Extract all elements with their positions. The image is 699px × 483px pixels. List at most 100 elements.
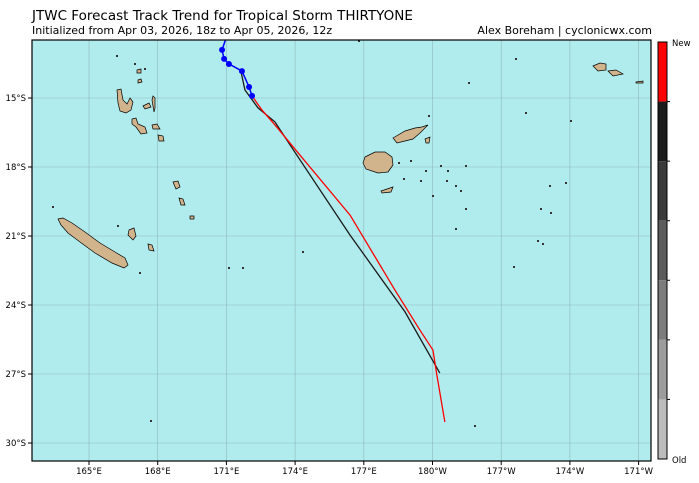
lon-tick-label: 180°W (418, 467, 447, 477)
small-island (537, 240, 539, 242)
island (131, 117, 148, 135)
island (151, 123, 161, 130)
small-island (542, 243, 544, 245)
island (392, 124, 429, 144)
small-island (550, 212, 552, 214)
colorbar-segment (658, 220, 667, 281)
island (136, 68, 142, 74)
small-island (515, 58, 517, 60)
lon-tick-label: 171°E (213, 467, 239, 477)
map-frame (31, 39, 652, 462)
colorbar-segment (658, 161, 667, 221)
axis-ticks: 165°E 168°E 171°E 174°E 177°E 180°W 177°W 174°W… (6, 94, 654, 477)
small-island (425, 170, 427, 172)
island (635, 80, 644, 84)
island (424, 136, 431, 144)
lat-tick-label: 21°S (6, 232, 26, 242)
observed-position (238, 68, 245, 75)
island (178, 197, 186, 206)
observed-position (221, 55, 228, 62)
lon-tick-label: 174°W (555, 467, 584, 477)
lon-tick-label: 174°E (282, 467, 308, 477)
small-island (446, 180, 448, 182)
island (380, 186, 394, 194)
lon-tick-label: 168°E (145, 467, 171, 477)
island (151, 95, 156, 113)
small-island (465, 165, 467, 167)
island (157, 134, 165, 142)
lat-tick-label: 27°S (6, 370, 26, 380)
island (607, 69, 624, 77)
island (57, 217, 129, 269)
lat-tick-label: 24°S (6, 301, 26, 311)
small-island (513, 266, 515, 268)
island (172, 180, 181, 190)
credit: Alex Boreham | cyclonicwx.com (477, 24, 652, 37)
lat-tick-label: 15°S (6, 94, 26, 104)
observed-position (249, 92, 256, 99)
small-island (428, 115, 430, 117)
island (189, 215, 195, 220)
small-island (150, 420, 152, 422)
small-island (117, 225, 119, 227)
small-island (134, 63, 136, 65)
small-island (116, 55, 118, 57)
small-island (52, 206, 54, 208)
lat-tick-label: 30°S (6, 439, 26, 449)
small-island (460, 190, 462, 192)
colorbar-segment (658, 42, 667, 102)
tracks (219, 40, 446, 423)
latest-forecast-track (251, 95, 446, 423)
small-island (403, 178, 405, 180)
chart-title: JTWC Forecast Track Trend for Tropical S… (32, 8, 413, 24)
small-island (549, 185, 551, 187)
small-island (242, 267, 244, 269)
small-island (540, 208, 542, 210)
colorbar (657, 41, 670, 460)
gridlines (32, 40, 651, 461)
small-island (570, 120, 572, 122)
island (137, 78, 143, 84)
chart-subtitle: Initialized from Apr 03, 2026, 18z to Ap… (32, 24, 333, 37)
small-island (228, 267, 230, 269)
observed-position (225, 60, 232, 67)
small-island (432, 195, 434, 197)
small-island (525, 112, 527, 114)
small-island (440, 165, 442, 167)
observed-position (219, 46, 226, 53)
small-island (465, 208, 467, 210)
small-island (468, 82, 470, 84)
small-island (302, 251, 304, 253)
small-island (144, 68, 146, 70)
small-island (139, 272, 141, 274)
small-island (447, 170, 449, 172)
small-island (420, 180, 422, 182)
lon-tick-label: 177°E (351, 467, 377, 477)
island (147, 243, 155, 252)
colorbar-segment (658, 339, 667, 400)
lon-tick-label: 171°W (624, 467, 653, 477)
small-island (455, 185, 457, 187)
land-masses (52, 40, 644, 427)
island (116, 88, 134, 114)
ocean (32, 40, 651, 461)
island (142, 102, 152, 110)
small-island (398, 162, 400, 164)
colorbar-segment (658, 101, 667, 162)
island (127, 227, 137, 241)
lon-tick-label: 165°E (76, 467, 102, 477)
lon-tick-label: 177°W (487, 467, 516, 477)
small-island (455, 228, 457, 230)
island (362, 151, 394, 174)
small-island (410, 160, 412, 162)
colorbar-frame (657, 41, 668, 460)
colorbar-new-label: New (672, 39, 691, 49)
small-island (358, 40, 360, 42)
island (592, 62, 607, 72)
small-island (565, 182, 567, 184)
observed-position (246, 83, 253, 90)
colorbar-segment (658, 399, 667, 459)
lat-tick-label: 18°S (6, 163, 26, 173)
colorbar-old-label: Old (672, 456, 686, 466)
